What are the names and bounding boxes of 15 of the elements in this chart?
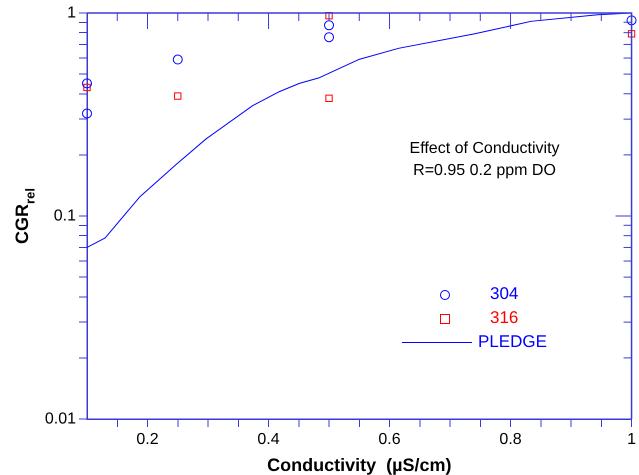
- x-tick-label: 0.8: [499, 431, 522, 448]
- annotation: Effect of Conductivity: [410, 140, 560, 158]
- y-tick-label: 0.01: [44, 410, 76, 428]
- y-tick-label: 1: [67, 4, 76, 22]
- x-axis-title: Conductivity (µS/cm): [267, 455, 452, 475]
- legend-label: 304: [490, 284, 518, 303]
- x-tick-label: 1: [627, 431, 636, 448]
- y-axis-title: CGRrel: [12, 188, 38, 244]
- x-tick-label: 0.6: [378, 431, 401, 448]
- annotation: R=0.95 0.2 ppm DO: [413, 162, 556, 180]
- legend-label: PLEDGE: [478, 332, 547, 351]
- y-tick-label: 0.1: [54, 207, 76, 224]
- x-tick-label: 0.4: [257, 431, 280, 448]
- legend-label: 316: [490, 308, 518, 327]
- x-tick-label: 0.2: [136, 431, 159, 448]
